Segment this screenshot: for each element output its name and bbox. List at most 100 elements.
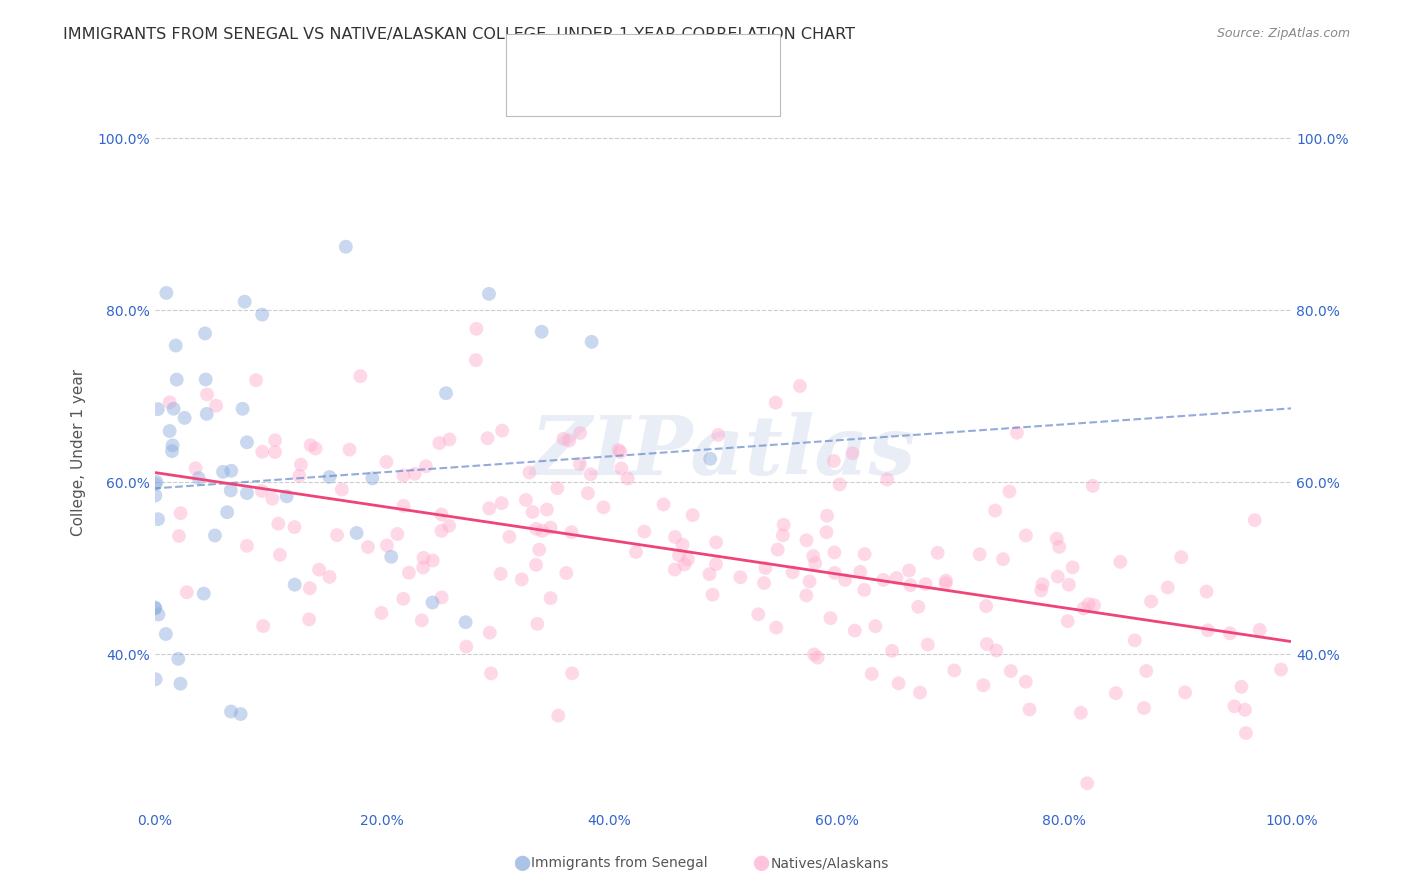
Point — [815, 525, 838, 540]
Point — [1270, 663, 1292, 677]
Point — [392, 499, 415, 513]
Point — [841, 446, 863, 460]
Point — [803, 648, 825, 662]
Point — [411, 613, 433, 627]
Point — [375, 538, 398, 552]
Point — [1174, 685, 1197, 699]
Point — [262, 491, 284, 506]
Point — [195, 407, 218, 421]
Point — [1000, 664, 1022, 678]
Point — [561, 525, 583, 540]
Point — [193, 586, 215, 600]
Point — [834, 573, 856, 587]
Point — [155, 627, 177, 641]
Point — [1015, 528, 1038, 542]
Point — [880, 644, 903, 658]
Point — [752, 576, 775, 591]
Point — [935, 574, 957, 588]
Point — [1140, 594, 1163, 608]
Point — [160, 444, 183, 458]
Point — [219, 705, 242, 719]
Point — [375, 455, 398, 469]
Point — [219, 464, 242, 478]
Point — [1076, 776, 1098, 790]
Point — [422, 595, 444, 609]
Point — [672, 538, 695, 552]
Point — [387, 527, 409, 541]
Point — [828, 477, 851, 491]
Point — [569, 425, 592, 440]
Point — [204, 528, 226, 542]
Point — [159, 395, 181, 409]
Point — [579, 467, 602, 482]
Point — [984, 503, 1007, 517]
Point — [464, 353, 486, 368]
Point — [1057, 578, 1080, 592]
Point — [205, 399, 228, 413]
Point — [976, 637, 998, 651]
Point — [607, 443, 630, 458]
Point — [699, 567, 721, 582]
Point — [489, 566, 512, 581]
Point — [844, 624, 866, 638]
Point — [165, 338, 187, 352]
Point — [1083, 598, 1105, 612]
Point — [404, 467, 426, 481]
Point — [886, 571, 908, 585]
Point — [633, 524, 655, 539]
Point — [250, 483, 273, 498]
Point — [357, 540, 380, 554]
Point — [914, 577, 936, 591]
Point — [581, 334, 603, 349]
Point — [434, 386, 457, 401]
Point — [454, 615, 477, 630]
Point — [527, 542, 550, 557]
Y-axis label: College, Under 1 year: College, Under 1 year — [72, 368, 86, 536]
Point — [146, 402, 169, 417]
Point — [194, 372, 217, 386]
Point — [229, 706, 252, 721]
Point — [290, 458, 312, 472]
Point — [1133, 701, 1156, 715]
Point — [1233, 703, 1256, 717]
Point — [908, 685, 931, 699]
Point — [143, 601, 166, 615]
Point — [898, 564, 921, 578]
Point — [664, 562, 686, 576]
Point — [747, 607, 769, 622]
Point — [299, 438, 322, 452]
Point — [146, 512, 169, 526]
Point — [789, 379, 811, 393]
Point — [308, 563, 330, 577]
Point — [398, 566, 420, 580]
Point — [1005, 425, 1028, 440]
Point — [524, 522, 547, 536]
Point — [1056, 614, 1078, 628]
Point — [553, 432, 575, 446]
Point — [796, 589, 818, 603]
Point — [592, 500, 614, 515]
Point — [145, 672, 167, 686]
Point — [536, 502, 558, 516]
Point — [1070, 706, 1092, 720]
Point — [522, 505, 544, 519]
Point — [682, 508, 704, 522]
Point — [422, 553, 444, 567]
Point — [801, 549, 824, 563]
Point — [498, 530, 520, 544]
Point — [217, 505, 239, 519]
Point — [699, 451, 721, 466]
Point — [430, 508, 453, 522]
Point — [524, 558, 547, 572]
Point — [820, 611, 842, 625]
Point — [1249, 623, 1271, 637]
Point — [318, 570, 340, 584]
Point — [478, 625, 501, 640]
Point — [298, 581, 321, 595]
Point — [853, 547, 876, 561]
Point — [380, 549, 402, 564]
Point — [478, 501, 501, 516]
Point — [370, 606, 392, 620]
Point — [184, 461, 207, 475]
Point — [288, 469, 311, 483]
